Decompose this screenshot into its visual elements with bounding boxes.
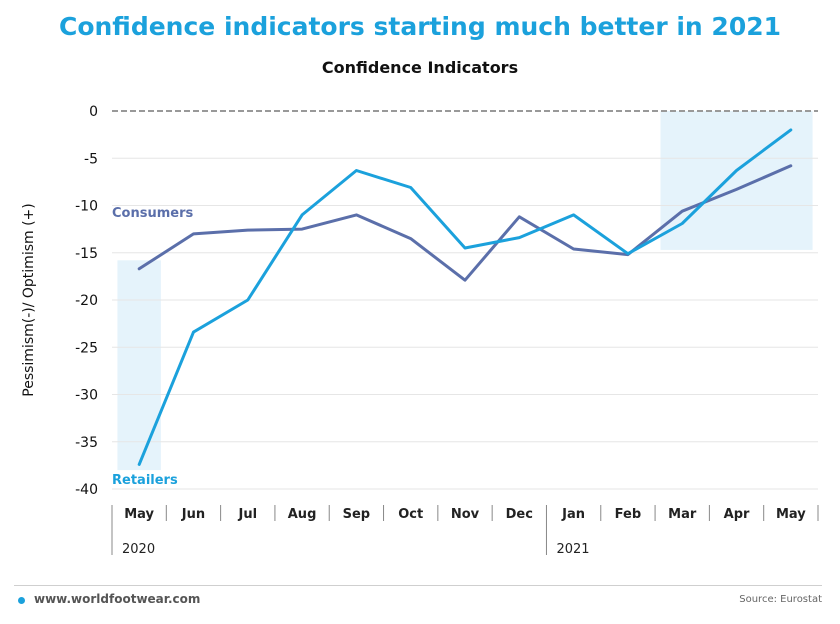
x-tick-label: May [776, 507, 806, 522]
footer-divider [14, 585, 822, 586]
year-label: 2020 [122, 542, 155, 557]
y-tick-label: -40 [75, 482, 98, 498]
series-label-retailers: Retailers [112, 473, 178, 488]
series-line-retailers [137, 128, 793, 466]
x-tick-label: Oct [398, 507, 423, 522]
x-tick-label: Nov [451, 507, 480, 522]
x-tick-label: Jul [237, 507, 257, 522]
x-tick-label: Feb [615, 507, 641, 522]
y-tick-label: -15 [75, 246, 98, 262]
x-tick-label: Dec [506, 507, 533, 522]
series-label-consumers: Consumers [112, 206, 193, 221]
x-tick-label: Jun [181, 507, 205, 522]
x-tick-label: Jan [561, 507, 585, 522]
headline: Confidence indicators starting much bett… [58, 12, 782, 41]
chart-title: Confidence Indicators [321, 58, 519, 77]
x-tick-label: Apr [724, 507, 750, 522]
bullet-dot-icon [18, 597, 25, 604]
x-tick-label: Sep [343, 507, 371, 522]
confidence-chart: 0 -5 -10 -15 -20 -25 -30 -35 -40 Pessimism(-)/ Op… [21, 104, 819, 557]
series-line-consumers [137, 164, 793, 282]
y-tick-label: -25 [75, 340, 98, 356]
x-tick-label: Aug [288, 507, 317, 522]
x-tick-label: Mar [668, 507, 697, 522]
y-tick-label: -10 [75, 199, 98, 215]
y-axis-label: Pessimism(-)/ Optimism (+) [21, 203, 37, 396]
x-tick-label: May [124, 507, 154, 522]
y-tick-label: -5 [84, 151, 98, 167]
y-tick-label: 0 [89, 104, 98, 120]
year-label: 2021 [556, 542, 589, 557]
y-tick-label: -20 [75, 293, 98, 309]
highlight-region [117, 260, 161, 471]
footer-website[interactable]: www.worldfootwear.com [34, 592, 201, 606]
y-tick-label: -35 [75, 435, 98, 451]
y-tick-label: -30 [75, 388, 98, 404]
footer-source: Source: Eurostat [739, 594, 822, 605]
